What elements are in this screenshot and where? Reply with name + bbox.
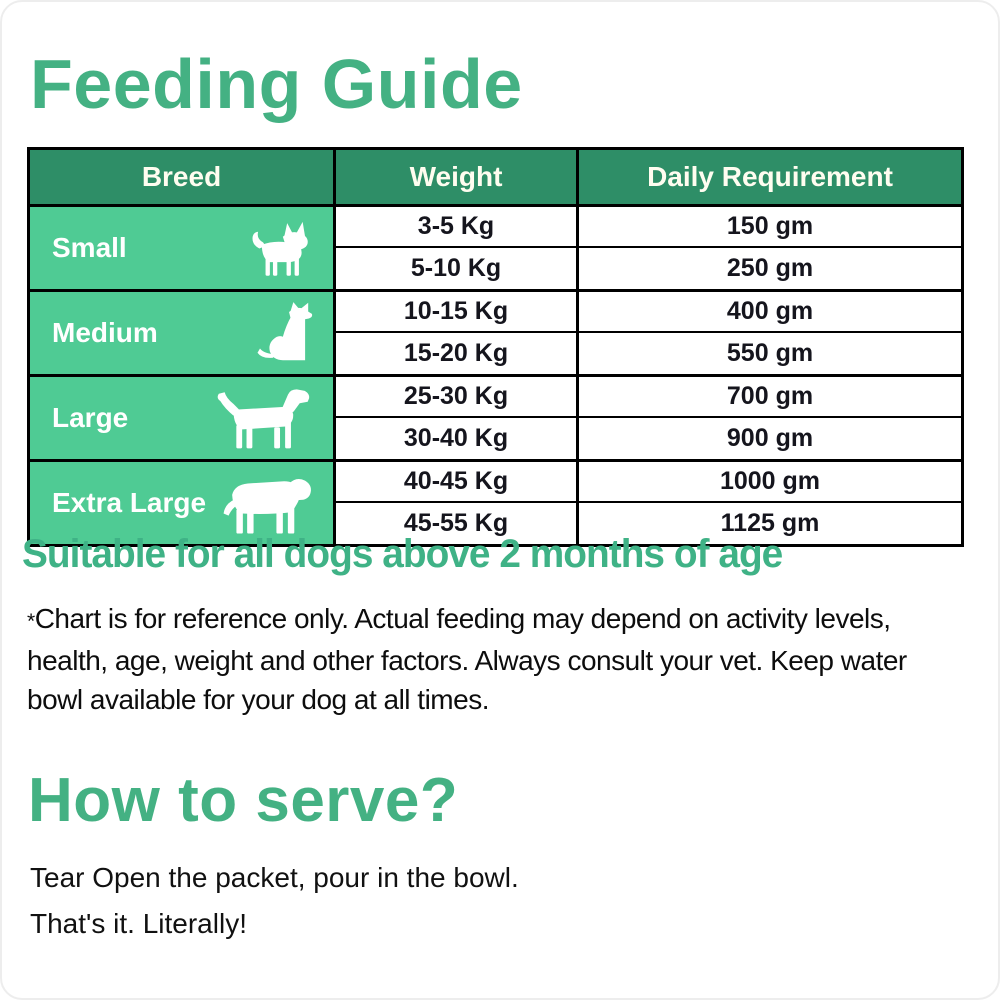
serve-instruction-line-1: Tear Open the packet, pour in the bowl. bbox=[30, 862, 519, 893]
table-group-large: Large 25-30 Kg 700 gm 30-40 Kg bbox=[30, 374, 961, 459]
daily-requirement-cell: 900 gm bbox=[726, 424, 814, 452]
weight-cell: 15-20 Kg bbox=[336, 333, 579, 374]
asterisk: * bbox=[27, 610, 35, 633]
breed-cell-extra-large: Extra Large bbox=[30, 462, 336, 544]
table-group-small: Small 3-5 Kg 150 gm bbox=[30, 207, 961, 289]
medium-dog-icon bbox=[247, 302, 315, 364]
header-breed: Breed bbox=[30, 150, 336, 204]
weight-cell: 30-40 Kg bbox=[336, 418, 579, 459]
table-group-extra-large: Extra Large 40-45 Kg 1000 gm 45-55 Kg bbox=[30, 459, 961, 544]
how-to-serve-heading: How to serve? bbox=[28, 766, 459, 835]
daily-requirement-cell: 550 gm bbox=[726, 339, 814, 367]
serve-instruction-line-2: That's it. Literally! bbox=[30, 908, 247, 939]
small-dog-icon bbox=[247, 220, 315, 277]
how-to-serve-instructions: Tear Open the packet, pour in the bowl. … bbox=[30, 855, 519, 947]
weight-cell: 10-15 Kg bbox=[336, 292, 579, 333]
weight-cell: 25-30 Kg bbox=[336, 377, 579, 418]
feeding-table: Breed Weight Daily Requirement Small bbox=[27, 147, 964, 547]
daily-requirement-cell: 150 gm bbox=[579, 207, 961, 248]
daily-requirement-cell: 250 gm bbox=[726, 254, 814, 282]
breed-cell-small: Small bbox=[30, 207, 336, 289]
disclaimer-text: Chart is for reference only. Actual feed… bbox=[27, 603, 907, 715]
header-weight: Weight bbox=[336, 150, 579, 204]
table-header-row: Breed Weight Daily Requirement bbox=[30, 150, 961, 207]
weight-cell: 40-45 Kg bbox=[336, 462, 579, 503]
weight-cell: 5-10 Kg bbox=[336, 248, 579, 289]
breed-label: Large bbox=[52, 402, 129, 433]
extra-large-dog-icon bbox=[215, 469, 315, 538]
disclaimer-note: *Chart is for reference only. Actual fee… bbox=[27, 599, 957, 719]
table-group-medium: Medium 10-15 Kg 400 gm 15-20 Kg 550 gm bbox=[30, 289, 961, 374]
daily-requirement-cell: 1125 gm bbox=[720, 509, 820, 537]
header-daily-requirement: Daily Requirement bbox=[647, 161, 893, 192]
suitability-heading: Suitable for all dogs above 2 months of … bbox=[22, 532, 783, 576]
breed-label: Small bbox=[52, 232, 127, 263]
weight-cell: 45-55 Kg bbox=[336, 503, 579, 544]
breed-cell-medium: Medium bbox=[30, 292, 336, 374]
breed-cell-large: Large bbox=[30, 377, 336, 459]
large-dog-icon bbox=[213, 385, 315, 452]
daily-requirement-cell: 700 gm bbox=[579, 377, 961, 418]
breed-label: Medium bbox=[52, 317, 158, 348]
breed-label: Extra Large bbox=[52, 487, 207, 518]
page-title: Feeding Guide bbox=[30, 45, 523, 123]
daily-requirement-cell: 400 gm bbox=[579, 292, 961, 333]
daily-requirement-cell: 1000 gm bbox=[579, 462, 961, 503]
weight-cell: 3-5 Kg bbox=[336, 207, 579, 248]
